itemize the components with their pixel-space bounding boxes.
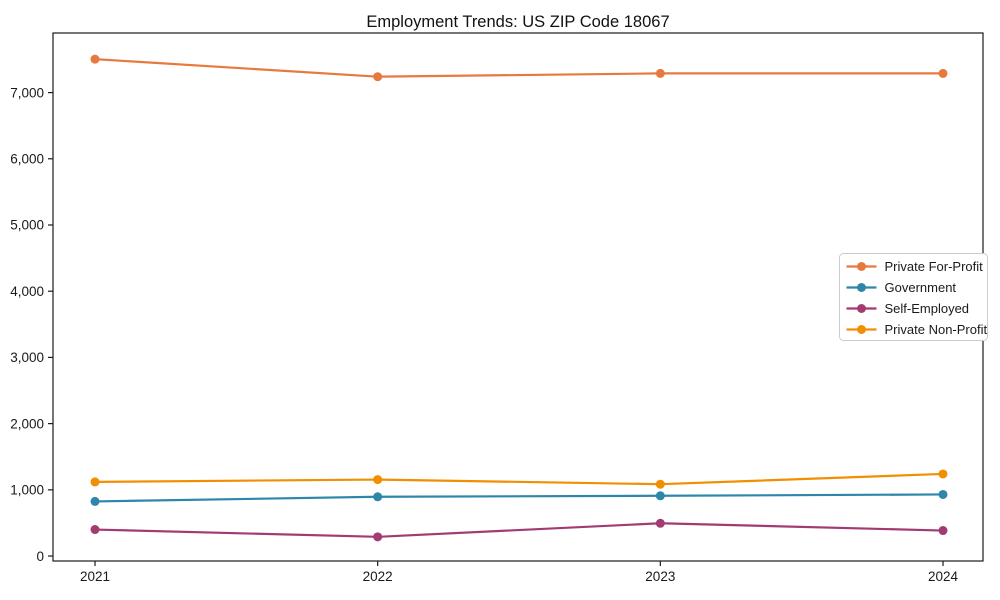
legend-marker-icon — [857, 304, 866, 313]
data-point-self-employed-2023 — [655, 518, 665, 528]
x-tick-label: 2021 — [80, 569, 110, 584]
data-point-private-non-profit-2024 — [938, 469, 948, 479]
x-tick-label: 2022 — [363, 569, 393, 584]
data-point-private-non-profit-2023 — [655, 479, 665, 489]
data-point-government-2024 — [938, 489, 948, 499]
y-tick-label: 2,000 — [10, 416, 44, 431]
data-point-self-employed-2021 — [90, 525, 100, 535]
series-private-for-profit — [90, 54, 948, 82]
chart-title: Employment Trends: US ZIP Code 18067 — [366, 13, 670, 31]
data-point-private-non-profit-2021 — [90, 477, 100, 487]
data-point-private-for-profit-2023 — [655, 68, 665, 78]
legend-label: Private For-Profit — [885, 259, 984, 274]
series-line-private-non-profit — [94, 472, 944, 486]
y-tick-label: 7,000 — [10, 85, 44, 100]
y-tick-label: 1,000 — [10, 483, 44, 498]
series-self-employed — [90, 518, 948, 542]
legend-label: Government — [885, 280, 957, 295]
y-tick-label: 3,000 — [10, 350, 44, 365]
y-tick-label: 5,000 — [10, 218, 44, 233]
legend-item-private-non-profit: Private Non-Profit — [846, 322, 988, 337]
legend-marker-icon — [857, 283, 866, 292]
legend-item-government: Government — [846, 280, 957, 295]
x-tick-label: 2023 — [645, 569, 675, 584]
y-tick-label: 4,000 — [10, 284, 44, 299]
legend-marker-icon — [857, 325, 866, 334]
legend: Private For-Profit Government Self-Employe… — [839, 253, 988, 341]
series-line-government — [94, 493, 944, 503]
legend-box — [839, 253, 988, 341]
series-line-self-employed — [94, 522, 944, 538]
legend-item-self-employed: Self-Employed — [846, 301, 970, 316]
data-point-private-non-profit-2022 — [373, 475, 383, 485]
legend-label: Self-Employed — [885, 301, 970, 316]
legend-item-private-for-profit: Private For-Profit — [846, 259, 984, 274]
legend-marker-icon — [857, 262, 866, 271]
legend-label: Private Non-Profit — [885, 322, 988, 337]
data-point-self-employed-2022 — [373, 532, 383, 542]
y-tick-label: 0 — [36, 549, 44, 564]
data-point-private-for-profit-2024 — [938, 68, 948, 78]
series-private-non-profit — [90, 469, 948, 489]
data-point-government-2023 — [655, 491, 665, 501]
data-point-private-for-profit-2022 — [373, 72, 383, 82]
series-line-private-for-profit — [94, 58, 943, 78]
x-tick-label: 2024 — [928, 569, 959, 584]
data-point-private-for-profit-2021 — [90, 54, 100, 64]
data-point-self-employed-2024 — [938, 526, 948, 536]
data-point-government-2022 — [373, 492, 383, 502]
data-point-government-2021 — [90, 496, 100, 506]
y-tick-label: 6,000 — [10, 152, 44, 167]
series-government — [90, 489, 948, 506]
